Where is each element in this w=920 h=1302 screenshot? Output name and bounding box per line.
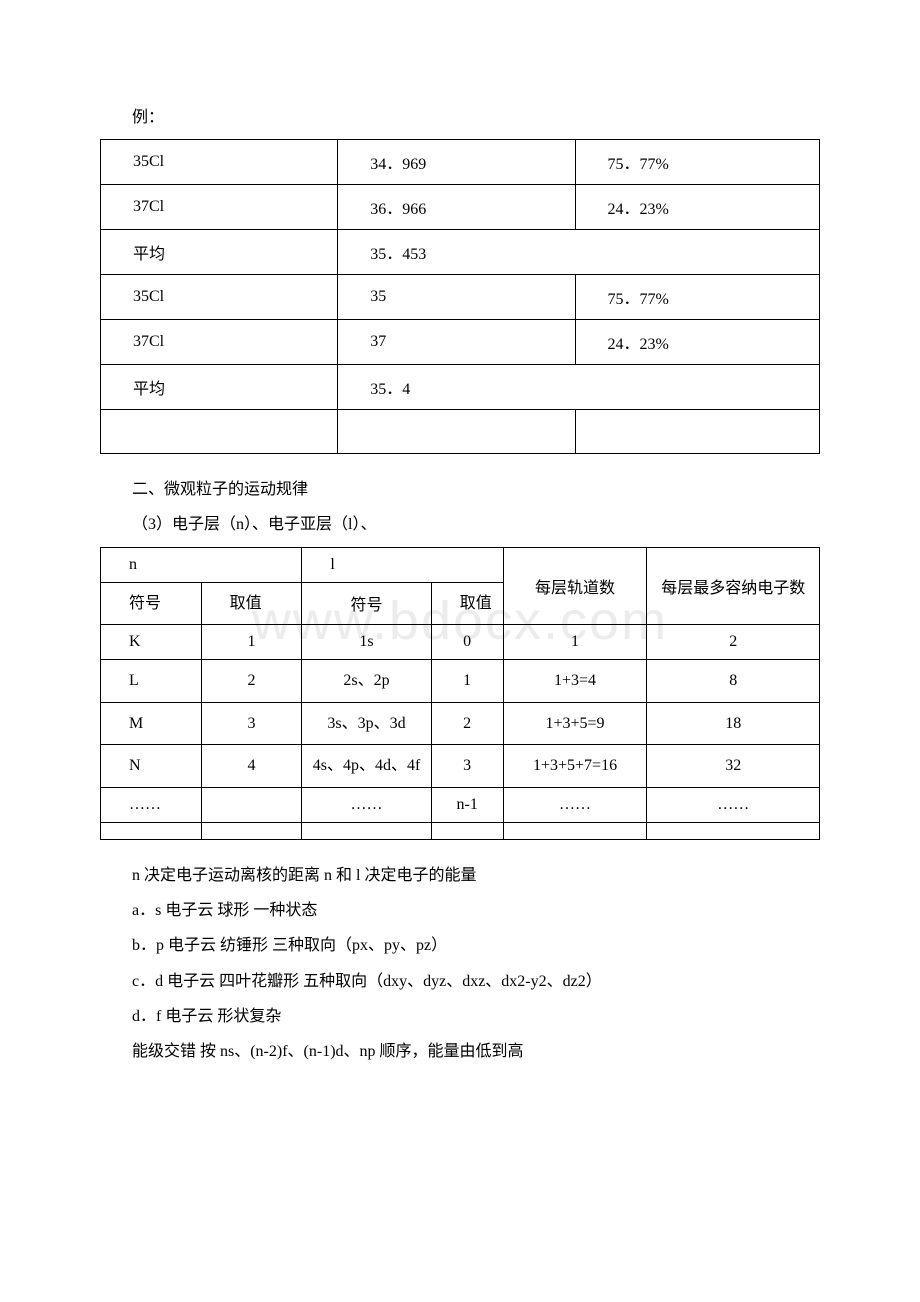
table-header-row: n l 每层轨道数 每层最多容纳电子数 — [101, 547, 820, 582]
table-row: 35Cl 34．969 75．77% — [101, 140, 820, 185]
cell: 35．4 — [338, 365, 820, 410]
cell — [302, 822, 431, 839]
cell: 35Cl — [101, 140, 338, 185]
cell: 1 — [431, 660, 503, 703]
cell: 18 — [647, 702, 820, 745]
cell — [431, 822, 503, 839]
cell: 1+3=4 — [503, 660, 647, 703]
cell — [575, 410, 819, 454]
cell: n-1 — [431, 787, 503, 822]
body-text: c．d 电子云 四叶花瓣形 五种取向（dxy、dyz、dxz、dx2-y2、dz… — [100, 964, 820, 999]
cell: …… — [503, 787, 647, 822]
cell — [338, 410, 575, 454]
cell — [201, 822, 302, 839]
header-max: 每层最多容纳电子数 — [647, 547, 820, 625]
cell: 34．969 — [338, 140, 575, 185]
electron-shell-table: n l 每层轨道数 每层最多容纳电子数 符号 取值 符号 取值 K 1 1s 0… — [100, 547, 820, 840]
table-row: 37Cl 36．966 24．23% — [101, 185, 820, 230]
body-text: b．p 电子云 纺锤形 三种取向（px、py、pz） — [100, 928, 820, 963]
cell: 2 — [201, 660, 302, 703]
body-text: n 决定电子运动离核的距离 n 和 l 决定电子的能量 — [100, 858, 820, 893]
cell — [101, 410, 338, 454]
cell: …… — [302, 787, 431, 822]
cell: 0 — [431, 625, 503, 660]
cell: 1+3+5+7=16 — [503, 745, 647, 788]
table-row — [101, 410, 820, 454]
table-row: L 2 2s、2p 1 1+3=4 8 — [101, 660, 820, 703]
cell — [201, 787, 302, 822]
body-text: 能级交错 按 ns、(n-2)f、(n-1)d、np 顺序，能量由低到高 — [100, 1034, 820, 1069]
table-row: M 3 3s、3p、3d 2 1+3+5=9 18 — [101, 702, 820, 745]
cell: 2 — [431, 702, 503, 745]
table-row: …… …… n-1 …… …… — [101, 787, 820, 822]
cell: L — [101, 660, 202, 703]
table-row: 35Cl 35 75．77% — [101, 275, 820, 320]
cell: 平均 — [101, 230, 338, 275]
cell: 2s、2p — [302, 660, 431, 703]
section-title: 二、微观粒子的运动规律 — [100, 472, 820, 507]
cell — [503, 822, 647, 839]
table-row: N 4 4s、4p、4d、4f 3 1+3+5+7=16 32 — [101, 745, 820, 788]
intro-text: 例： — [100, 100, 820, 135]
cell: 75．77% — [575, 140, 819, 185]
cell: 24．23% — [575, 320, 819, 365]
cell: 3 — [431, 745, 503, 788]
cell: N — [101, 745, 202, 788]
sub-symbol-l: 符号 — [302, 582, 431, 625]
section-subtitle: （3）电子层（n）、电子亚层（l）、 — [100, 507, 820, 542]
document-content: 例： 35Cl 34．969 75．77% 37Cl 36．966 24．23%… — [100, 100, 820, 1069]
table-row: K 1 1s 0 1 2 — [101, 625, 820, 660]
header-l: l — [302, 547, 503, 582]
cell: 37 — [338, 320, 575, 365]
cell: 4s、4p、4d、4f — [302, 745, 431, 788]
cell: 24．23% — [575, 185, 819, 230]
cell: 1 — [201, 625, 302, 660]
cell: 36．966 — [338, 185, 575, 230]
cell: 37Cl — [101, 185, 338, 230]
cell: 3s、3p、3d — [302, 702, 431, 745]
sub-value-n: 取值 — [201, 582, 302, 625]
cell: 1s — [302, 625, 431, 660]
cell: 35．453 — [338, 230, 820, 275]
cell: 8 — [647, 660, 820, 703]
cell: 1+3+5=9 — [503, 702, 647, 745]
body-text: a．s 电子云 球形 一种状态 — [100, 893, 820, 928]
cell: 35 — [338, 275, 575, 320]
cell: …… — [647, 787, 820, 822]
cell: 平均 — [101, 365, 338, 410]
cell — [647, 822, 820, 839]
cell: M — [101, 702, 202, 745]
sub-value-l: 取值 — [431, 582, 503, 625]
sub-symbol-n: 符号 — [101, 582, 202, 625]
isotope-table: 35Cl 34．969 75．77% 37Cl 36．966 24．23% 平均… — [100, 139, 820, 454]
table-row — [101, 822, 820, 839]
cell — [101, 822, 202, 839]
cell: 1 — [503, 625, 647, 660]
cell: K — [101, 625, 202, 660]
header-n: n — [101, 547, 302, 582]
cell: 4 — [201, 745, 302, 788]
cell: 3 — [201, 702, 302, 745]
cell: 35Cl — [101, 275, 338, 320]
table-row: 平均 35．453 — [101, 230, 820, 275]
cell: …… — [101, 787, 202, 822]
cell: 32 — [647, 745, 820, 788]
header-orbit: 每层轨道数 — [503, 547, 647, 625]
cell: 2 — [647, 625, 820, 660]
cell: 75．77% — [575, 275, 819, 320]
table-row: 平均 35．4 — [101, 365, 820, 410]
cell: 37Cl — [101, 320, 338, 365]
table-row: 37Cl 37 24．23% — [101, 320, 820, 365]
body-text: d．f 电子云 形状复杂 — [100, 999, 820, 1034]
